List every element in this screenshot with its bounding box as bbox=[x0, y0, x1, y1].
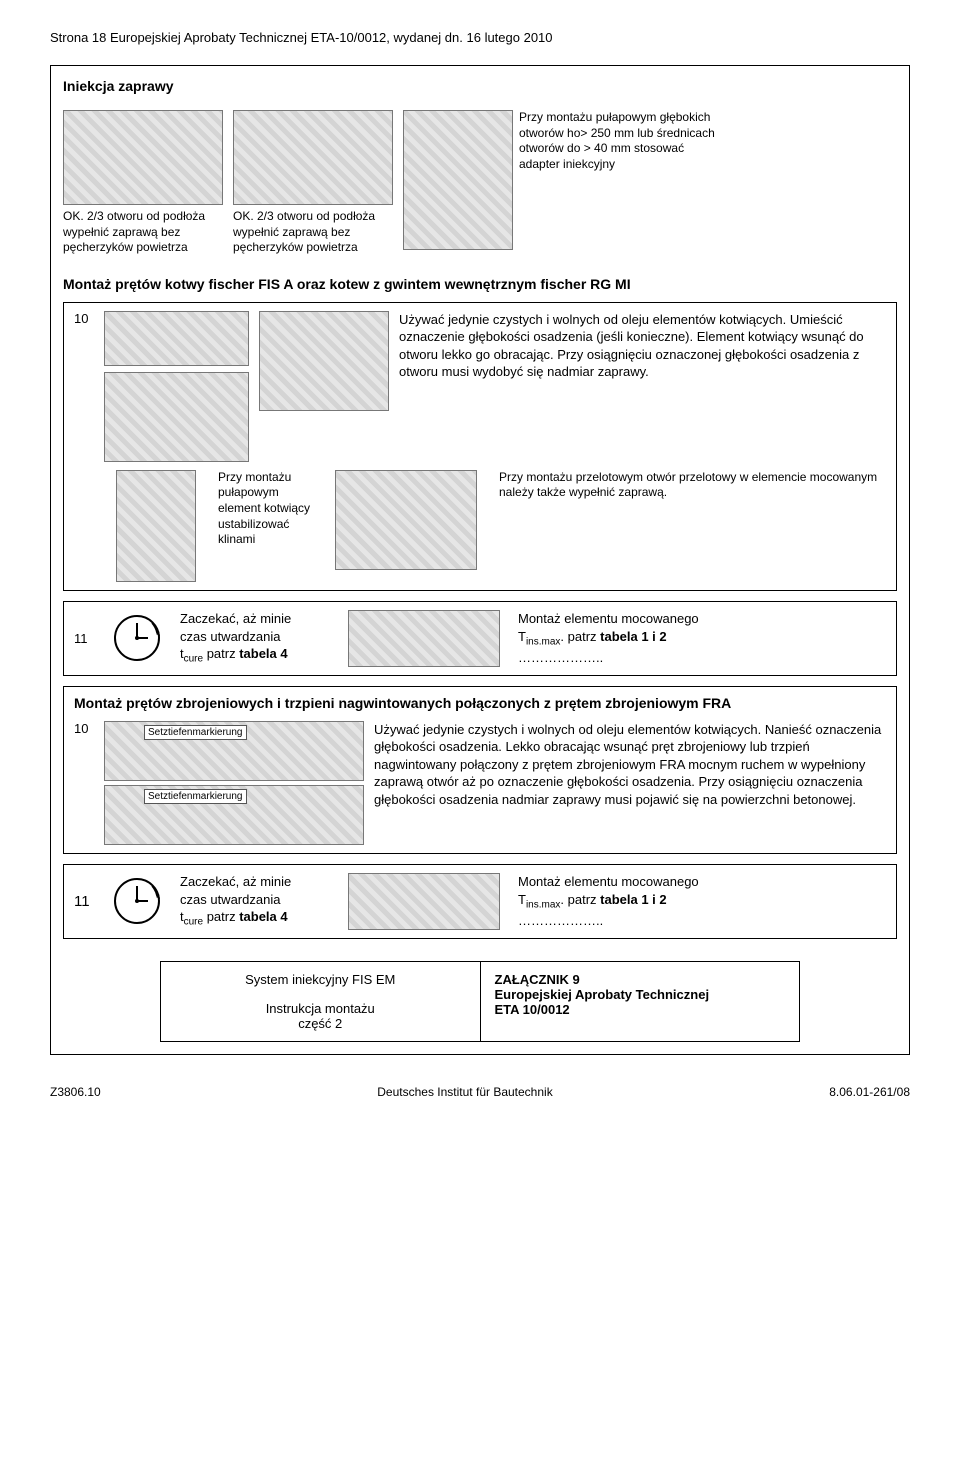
fra-images: Setztiefenmarkierung Setztiefenmarkierun… bbox=[104, 721, 364, 845]
page-header: Strona 18 Europejskiej Aprobaty Technicz… bbox=[50, 30, 910, 45]
step-10-images-col bbox=[104, 311, 249, 462]
tb2b: ins.max bbox=[526, 899, 560, 910]
l3c: patrz bbox=[203, 909, 239, 924]
l3d: tabela 4 bbox=[239, 646, 287, 661]
footer-left: Z3806.10 bbox=[50, 1085, 101, 1099]
clock-icon bbox=[112, 613, 162, 663]
through-hole-caption: Przy montażu przelotowym otwór przelotow… bbox=[499, 470, 886, 501]
annex-cell-left: System iniekcyjny FIS EM Instrukcja mont… bbox=[161, 961, 481, 1041]
through-hole-image bbox=[335, 470, 477, 570]
section-title-montaz-pretow: Montaż prętów kotwy fischer FIS A oraz k… bbox=[63, 276, 897, 292]
tb2c: . patrz bbox=[560, 892, 600, 907]
clock-icon-2 bbox=[112, 876, 162, 926]
depth-mark-label-1: Setztiefenmarkierung bbox=[144, 725, 247, 740]
l2: czas utwardzania bbox=[180, 892, 280, 907]
torque-bolt-image bbox=[348, 610, 500, 667]
page: Strona 18 Europejskiej Aprobaty Technicz… bbox=[0, 0, 960, 1129]
step-11-row: 11 Zaczekać, aż minie czas utwardzania t… bbox=[74, 610, 886, 667]
torque-text: Montaż elementu mocowanego Tins.max. pat… bbox=[518, 610, 886, 666]
curing-time-text: Zaczekać, aż minie czas utwardzania tcur… bbox=[180, 610, 330, 666]
figure-3-caption: Przy montażu pułapowym głębokich otworów… bbox=[519, 110, 719, 250]
step-11-box: 11 Zaczekać, aż minie czas utwardzania t… bbox=[63, 601, 897, 676]
tb2a: T bbox=[518, 629, 526, 644]
step-number-10: 10 bbox=[74, 311, 94, 326]
torque-text-2: Montaż elementu mocowanego Tins.max. pat… bbox=[518, 873, 886, 929]
overhead-wedge-image bbox=[116, 470, 196, 582]
annex-eta: ETA 10/0012 bbox=[495, 1002, 570, 1017]
step-fra-box: Montaż prętów zbrojeniowych i trzpieni n… bbox=[63, 686, 897, 854]
figure-2-caption: OK. 2/3 otworu od podłoża wypełnić zapra… bbox=[233, 209, 393, 256]
curing-time-text-2: Zaczekać, aż minie czas utwardzania tcur… bbox=[180, 873, 330, 929]
depth-mark-label-2: Setztiefenmarkierung bbox=[144, 789, 247, 804]
injection-adapter-image bbox=[403, 110, 513, 250]
system-name: System iniekcyjny FIS EM bbox=[175, 972, 466, 987]
tb2d: tabela 1 i 2 bbox=[600, 892, 666, 907]
anchor-insert-image-3 bbox=[259, 311, 389, 411]
annex-title: ZAŁĄCZNIK 9 bbox=[495, 972, 580, 987]
spacer bbox=[175, 987, 466, 1001]
main-content-box: Iniekcja zaprawy OK. 2/3 otworu od podło… bbox=[50, 65, 910, 1055]
figure-row-mortar-injection: OK. 2/3 otworu od podłoża wypełnić zapra… bbox=[63, 110, 897, 256]
instr-line: Instrukcja montażu bbox=[175, 1001, 466, 1016]
overhead-wedge-caption: Przy montażu pułapowym element kotwiący … bbox=[218, 470, 313, 548]
l3d: tabela 4 bbox=[239, 909, 287, 924]
step-10-row-a: 10 Używać jedynie czystych i wolnych od … bbox=[74, 311, 886, 462]
fra-img-wrap2: Setztiefenmarkierung bbox=[104, 785, 364, 845]
step-number-fra: 10 bbox=[74, 721, 94, 736]
annex-cell-right: ZAŁĄCZNIK 9 Europejskiej Aprobaty Techni… bbox=[480, 961, 800, 1041]
tb2d: tabela 1 i 2 bbox=[600, 629, 666, 644]
tb3: ……………….. bbox=[518, 650, 603, 665]
l2: czas utwardzania bbox=[180, 629, 280, 644]
l1: Zaczekać, aż minie bbox=[180, 874, 291, 889]
section-title-fra: Montaż prętów zbrojeniowych i trzpieni n… bbox=[74, 695, 886, 711]
annex-sub: Europejskiej Aprobaty Technicznej bbox=[495, 987, 710, 1002]
anchor-insert-image-2 bbox=[104, 372, 249, 462]
tb3: ……………….. bbox=[518, 913, 603, 928]
l3b: cure bbox=[184, 917, 203, 928]
figure-1: OK. 2/3 otworu od podłoża wypełnić zapra… bbox=[63, 110, 223, 256]
fra-img-wrap1: Setztiefenmarkierung bbox=[104, 721, 364, 781]
injection-top-image bbox=[233, 110, 393, 205]
step-10-text: Używać jedynie czystych i wolnych od ole… bbox=[399, 311, 886, 381]
tb2c: . patrz bbox=[560, 629, 600, 644]
torque-bolt-image-2 bbox=[348, 873, 500, 930]
tb2b: ins.max bbox=[526, 636, 560, 647]
step-10-box: 10 Używać jedynie czystych i wolnych od … bbox=[63, 302, 897, 591]
figure-1-caption: OK. 2/3 otworu od podłoża wypełnić zapra… bbox=[63, 209, 223, 256]
step-10-row-b: Przy montażu pułapowym element kotwiący … bbox=[74, 470, 886, 582]
fra-row: 10 Setztiefenmarkierung Setztiefenmarkie… bbox=[74, 721, 886, 845]
tb1: Montaż elementu mocowanego bbox=[518, 874, 699, 889]
injection-side-image bbox=[63, 110, 223, 205]
step-number-11: 11 bbox=[74, 631, 94, 646]
l1: Zaczekać, aż minie bbox=[180, 611, 291, 626]
tb1: Montaż elementu mocowanego bbox=[518, 611, 699, 626]
section-title-iniekcja: Iniekcja zaprawy bbox=[63, 78, 897, 94]
fra-text: Używać jedynie czystych i wolnych od ole… bbox=[374, 721, 886, 809]
footer-center: Deutsches Institut für Bautechnik bbox=[377, 1085, 552, 1099]
step-11b-row: 11 Zaczekać, aż minie czas utwardzania t… bbox=[74, 873, 886, 930]
figure-3: Przy montażu pułapowym głębokich otworów… bbox=[403, 110, 719, 250]
part-line: część 2 bbox=[175, 1016, 466, 1031]
l3b: cure bbox=[184, 654, 203, 665]
footer-right: 8.06.01-261/08 bbox=[829, 1085, 910, 1099]
l3c: patrz bbox=[203, 646, 239, 661]
page-footer: Z3806.10 Deutsches Institut für Bautechn… bbox=[50, 1085, 910, 1099]
anchor-insert-image-1 bbox=[104, 311, 249, 366]
annex-info-table: System iniekcyjny FIS EM Instrukcja mont… bbox=[160, 961, 800, 1042]
figure-2: OK. 2/3 otworu od podłoża wypełnić zapra… bbox=[233, 110, 393, 256]
tb2a: T bbox=[518, 892, 526, 907]
step-11b-box: 11 Zaczekać, aż minie czas utwardzania t… bbox=[63, 864, 897, 939]
step-number-11b: 11 bbox=[74, 893, 94, 910]
